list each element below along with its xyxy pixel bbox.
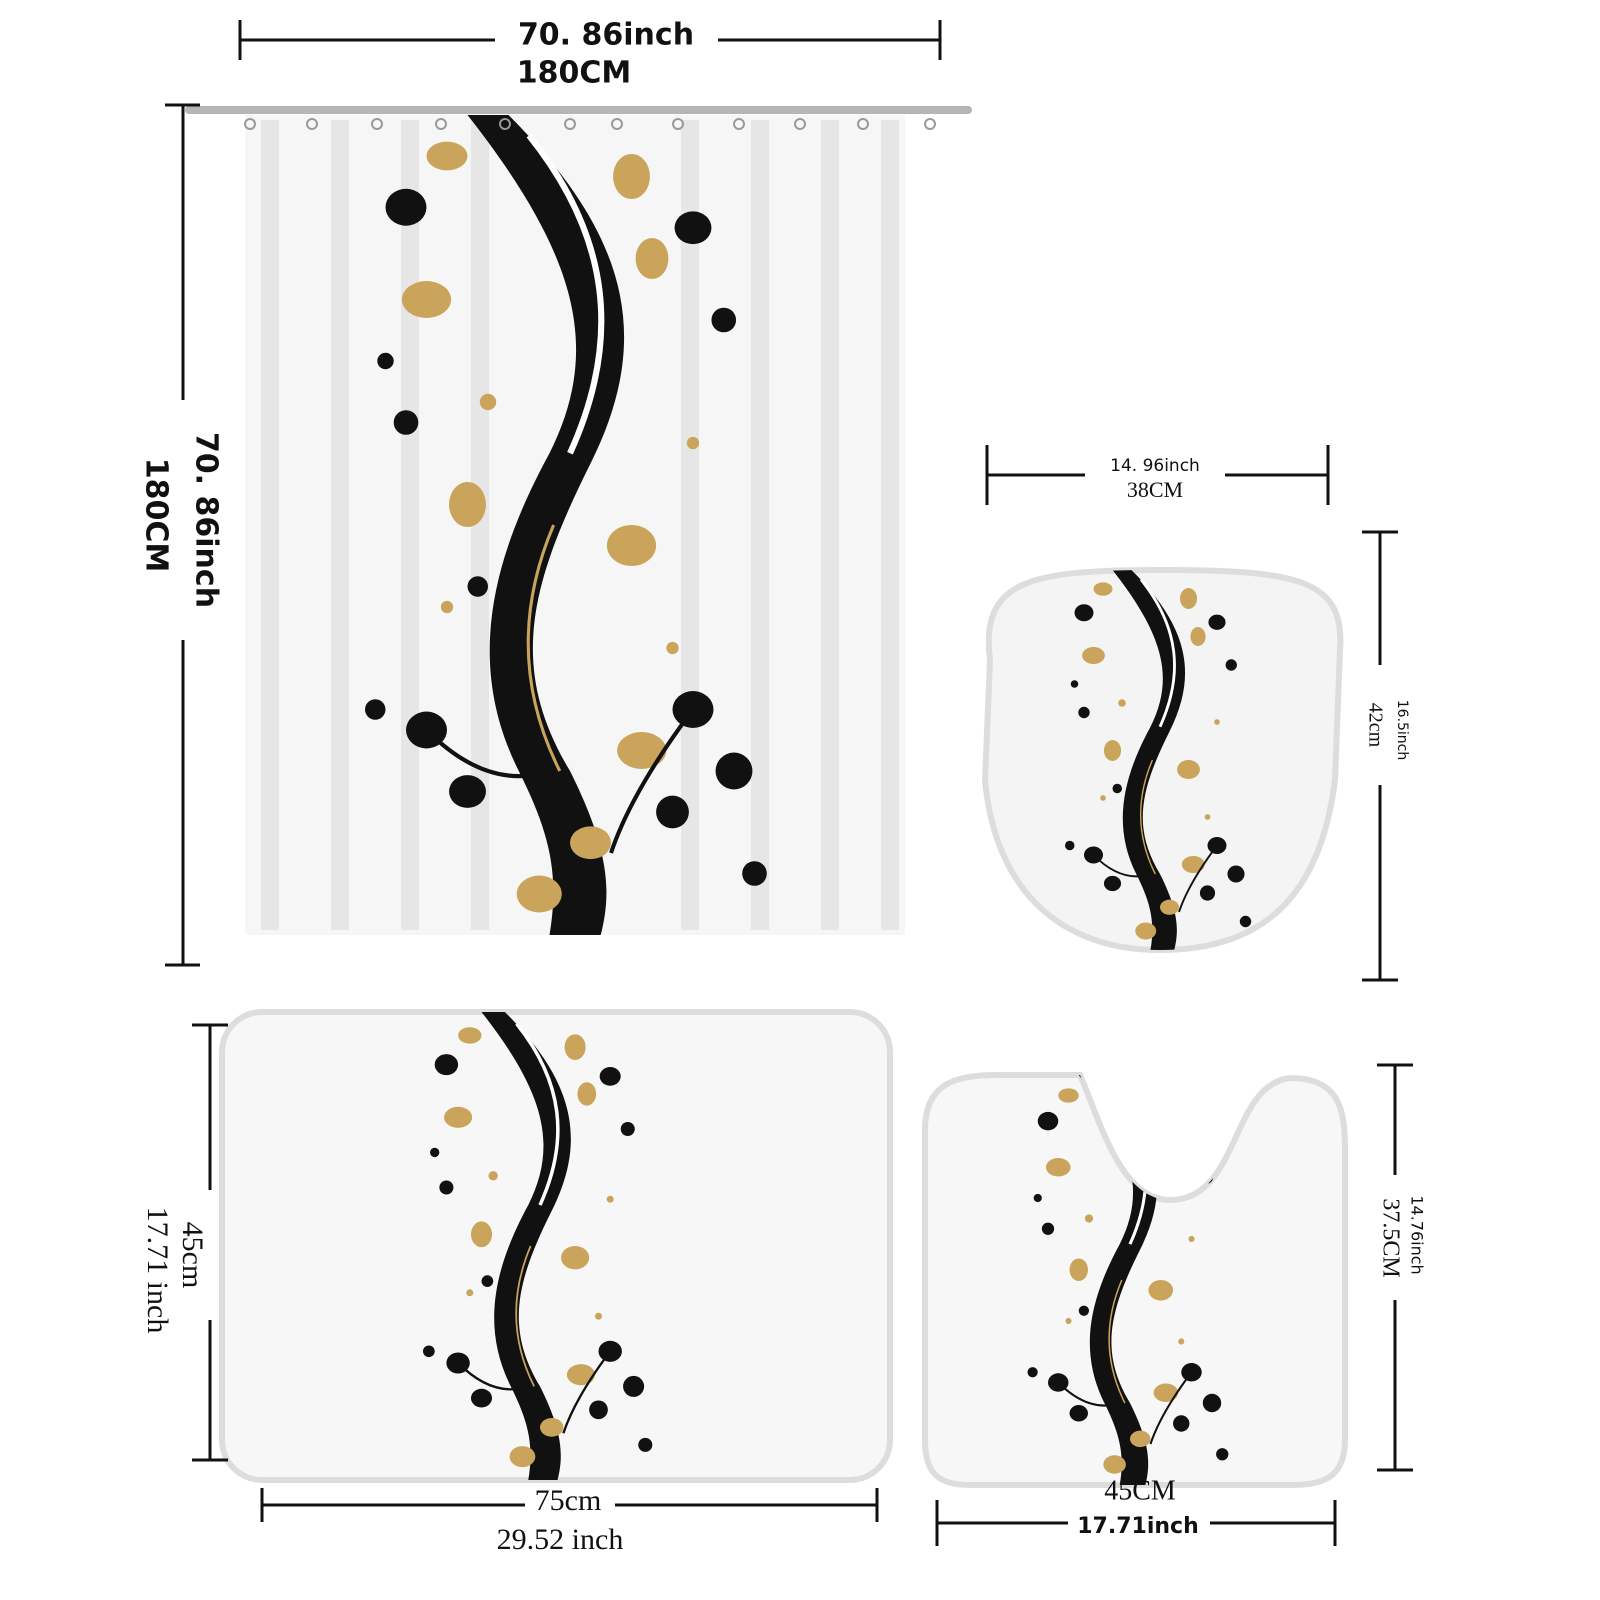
dimension-label: 42cm: [1364, 703, 1386, 748]
lid-height-dimension: 16.5inch 42cm: [1362, 530, 1410, 982]
curtain-width-dimension: 70. 86inch 180CM: [238, 18, 942, 91]
dimension-label: 17.71 inch: [141, 1207, 174, 1334]
dimension-label: 75cm: [535, 1484, 602, 1517]
dimension-label: 70. 86inch: [518, 18, 694, 53]
dimension-label: 17.71inch: [1077, 1514, 1199, 1539]
lid-cover: [981, 566, 1344, 954]
dimension-label: 180CM: [517, 56, 632, 91]
dimension-label: 38CM: [1127, 477, 1183, 502]
shower-curtain: [185, 106, 972, 935]
dimension-label: 14. 96inch: [1110, 456, 1200, 476]
bath-mat: [219, 1009, 893, 1483]
contour-height-dimension: 14.76inch 37.5CM: [1377, 1063, 1427, 1472]
dimension-label: 37.5CM: [1377, 1198, 1403, 1277]
dimension-label: 29.52 inch: [497, 1523, 624, 1556]
dimension-label: 16.5inch: [1394, 700, 1410, 761]
lid-width-dimension: 14. 96inch 38CM: [985, 445, 1330, 505]
dimension-label: 180CM: [139, 458, 174, 573]
contour-width-dimension: 45CM 17.71inch: [935, 1475, 1337, 1546]
curtain-height-dimension: 70. 86inch 180CM: [139, 103, 224, 967]
bath-mat-width-dimension: 75cm 29.52 inch: [260, 1484, 879, 1556]
dimension-label: 70. 86inch: [189, 432, 224, 608]
dimension-label: 14.76inch: [1408, 1195, 1427, 1274]
dimension-label: 45CM: [1104, 1475, 1176, 1506]
bath-mat-height-dimension: 45cm 17.71 inch: [141, 1023, 228, 1462]
dimension-label: 45cm: [176, 1222, 209, 1289]
contour-mat: [922, 1072, 1348, 1488]
